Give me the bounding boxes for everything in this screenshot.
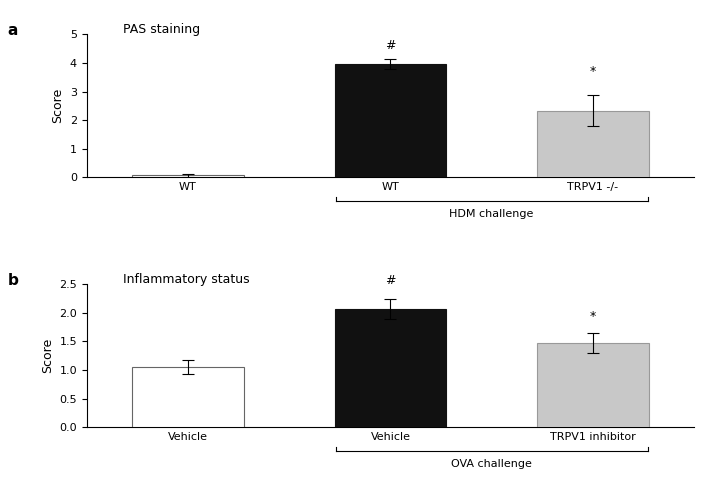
- Text: b: b: [8, 273, 19, 288]
- Bar: [335, 64, 446, 177]
- Text: Inflammatory status: Inflammatory status: [123, 273, 250, 286]
- Text: #: #: [385, 274, 395, 287]
- Text: #: #: [385, 39, 395, 53]
- Text: *: *: [590, 65, 596, 78]
- Text: *: *: [590, 310, 596, 323]
- Y-axis label: Score: Score: [40, 338, 54, 373]
- Bar: [132, 175, 244, 177]
- Y-axis label: Score: Score: [51, 88, 64, 123]
- Bar: [537, 343, 649, 427]
- Bar: [537, 110, 649, 177]
- Bar: [132, 367, 244, 427]
- Text: OVA challenge: OVA challenge: [451, 459, 532, 468]
- Text: a: a: [8, 23, 18, 38]
- Text: HDM challenge: HDM challenge: [450, 209, 534, 218]
- Text: PAS staining: PAS staining: [123, 23, 200, 36]
- Bar: [335, 309, 446, 427]
